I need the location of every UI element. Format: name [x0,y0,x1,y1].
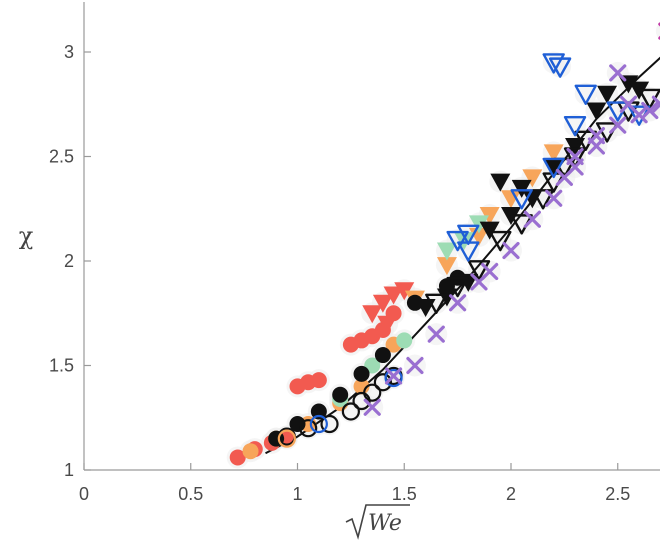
point-triangle-filled [501,190,521,209]
point-circle-open [320,414,339,434]
point-triangle-open [542,53,565,74]
point-x [641,101,659,120]
point-halo [425,291,448,314]
point-triangle-filled [362,305,383,324]
y-tick-label: 2.5 [49,147,74,167]
x-tick-label: 2.5 [605,484,630,504]
point-triangle-filled [394,282,415,301]
point-triangle-open [446,276,469,298]
point-circle-open [363,383,382,402]
point-triangle-open [531,189,555,210]
point-triangle-filled [511,179,532,198]
point-triangle-open [574,84,597,105]
y-axis-label: χ [19,222,34,250]
point-triangle-open [548,57,572,78]
point-triangle-filled [597,85,618,104]
point-circle-filled [242,443,259,460]
point-x [609,64,627,82]
point-triangle-open [489,230,512,252]
point-x [651,95,660,113]
point-circle-filled [310,372,327,389]
point-triangle-filled [454,232,475,251]
point-triangle-open [467,260,491,281]
x-axis-label-radicand: We [368,511,402,536]
radical-sign [345,504,410,540]
point-triangle-open [510,189,533,210]
point-halo [655,22,660,40]
point-circle-open [373,373,392,392]
x-tick-label: 0.5 [178,484,203,504]
point-x [587,137,605,155]
point-circle-open [277,429,296,448]
point-triangle-filled [565,138,586,157]
y-tick-label: 3 [64,42,74,62]
point-x [609,116,627,134]
point-triangle-filled [436,257,457,276]
point-triangle-filled [522,190,543,209]
point-circle-open [299,419,318,438]
point-triangle-filled [543,158,564,177]
point-x [406,356,424,375]
point-triangle-filled [490,173,511,192]
point-triangle-filled [377,315,398,334]
point-circle-filled [396,332,413,349]
point-triangle-open [542,157,565,179]
point-x [566,158,584,176]
point-triangle-filled [479,221,500,240]
x-tick-label: 1 [292,484,302,504]
point-circle-filled [374,347,391,364]
x-tick-label: 2 [506,484,516,504]
point-x [630,106,648,124]
point-x [502,241,520,260]
point-triangle-filled [372,294,393,313]
point-circle-open [309,414,328,434]
point-x [384,367,403,385]
point-triangle-open [563,115,587,137]
point-circle-filled [229,449,246,466]
point-circle-filled [353,365,370,382]
y-tick-label: 2 [64,251,74,271]
x-tick-label: 0 [79,484,89,504]
point-triangle-filled [479,207,500,226]
point-triangle-filled [468,215,489,234]
point-triangle-open [563,147,587,168]
point-circle-filled [310,403,327,420]
point-triangle-filled [522,169,543,188]
point-x [427,325,445,343]
point-triangle-filled [436,288,457,307]
point-circle-filled [406,294,423,311]
point-circle-open [384,368,403,388]
x-axis-label: We [345,504,410,540]
point-x [481,262,499,281]
point-halo [574,82,597,105]
point-triangle-open [425,293,448,314]
point-x [449,294,467,312]
point-triangle-open [446,230,469,252]
point-circle-open [341,402,360,421]
point-triangle-filled [383,286,404,305]
chart-marks [226,22,660,469]
point-triangle-filled [543,144,564,163]
point-x [545,189,563,207]
point-circle-filled [289,416,306,433]
point-x [363,398,381,416]
y-tick-label: 1.5 [49,356,74,376]
y-tick-label: 1 [64,460,74,480]
axis-ticks: 0 0.5 1 1.5 2 2.5 1 1.5 2 2.5 3 [49,42,630,504]
point-triangle-open [457,224,480,246]
point-triangle-filled [436,242,457,261]
point-triangle-filled [586,102,607,121]
point-x [523,210,541,228]
x-tick-label: 1.5 [392,484,417,504]
point-circle-filled [332,386,349,403]
